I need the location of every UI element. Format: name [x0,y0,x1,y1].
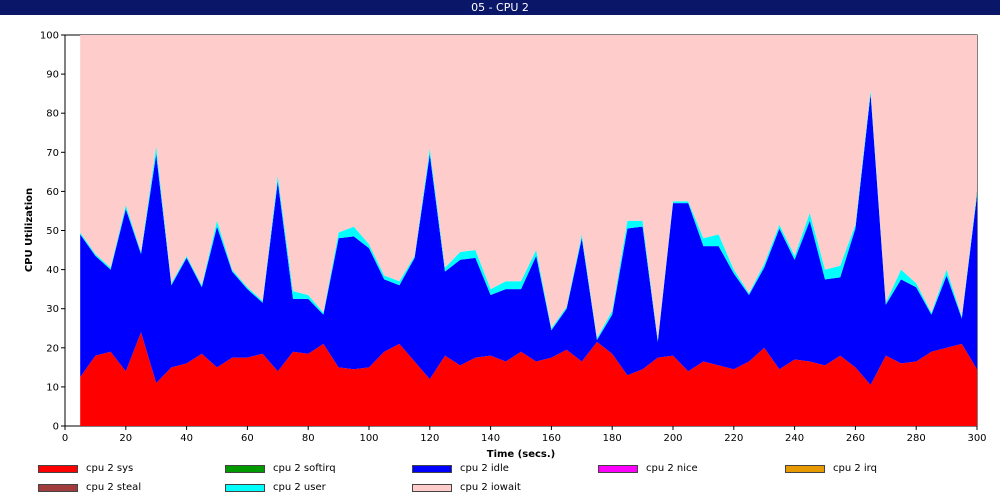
x-tick-label: 100 [359,433,378,444]
series-areas [80,35,977,426]
x-axis: 0 20 40 60 80 100 120 140 160 180 200 220 240 260 280 3… [62,426,987,444]
legend-label: cpu 2 user [273,482,326,493]
x-tick-label: 20 [119,433,132,444]
y-tick-label: 0 [53,422,59,433]
x-tick-label: 60 [241,433,254,444]
legend-label: cpu 2 sys [86,463,134,474]
x-tick-label: 0 [62,433,68,444]
window-title: 05 - CPU 2 [0,0,1000,15]
legend-label: cpu 2 irq [833,463,877,474]
x-tick-label: 220 [724,433,743,444]
y-tick-label: 50 [46,226,59,237]
x-tick-label: 140 [481,433,500,444]
legend-label: cpu 2 idle [460,463,509,474]
y-tick-label: 60 [46,187,59,198]
legend-swatch [598,465,638,473]
legend-swatch [38,484,78,492]
series-area-cpu-2-idle [80,93,977,385]
legend-label: cpu 2 steal [86,482,142,493]
y-tick-label: 100 [40,31,59,42]
x-tick-label: 40 [180,433,193,444]
x-tick-label: 280 [907,433,926,444]
x-tick-label: 120 [420,433,439,444]
y-tick-label: 90 [46,70,59,81]
y-tick-label: 40 [46,265,59,276]
y-tick-label: 80 [46,109,59,120]
legend-swatch [412,484,452,492]
x-tick-label: 260 [846,433,865,444]
legend-label: cpu 2 softirq [273,463,336,474]
legend-label: cpu 2 nice [646,463,698,474]
x-tick-label: 80 [302,433,315,444]
x-tick-label: 200 [663,433,682,444]
legend-swatch [225,465,265,473]
x-axis-label: Time (secs.) [487,449,556,460]
legend-swatch [225,484,265,492]
series-area-cpu-2-sys [80,332,977,426]
legend: cpu 2 sys cpu 2 softirq cpu 2 idle cpu 2 ni… [0,462,1000,504]
x-tick-label: 180 [603,433,622,444]
y-axis-label: CPU Utilization [24,188,35,272]
series-area-cpu-2-iowait [80,35,977,340]
x-tick-label: 160 [542,433,561,444]
y-axis: 0 10 20 30 40 50 60 70 80 90 100 [40,31,65,433]
cpu-utilization-chart: 0 20 40 60 80 100 120 140 160 180 200 220 240 260 280 3… [24,31,987,461]
y-tick-label: 10 [46,382,59,393]
y-tick-label: 20 [46,343,59,354]
legend-label: cpu 2 iowait [460,482,521,493]
x-tick-label: 300 [967,433,986,444]
y-tick-label: 30 [46,304,59,315]
legend-swatch [785,465,825,473]
x-tick-label: 240 [785,433,804,444]
y-tick-label: 70 [46,148,59,159]
legend-swatch [412,465,452,473]
legend-swatch [38,465,78,473]
